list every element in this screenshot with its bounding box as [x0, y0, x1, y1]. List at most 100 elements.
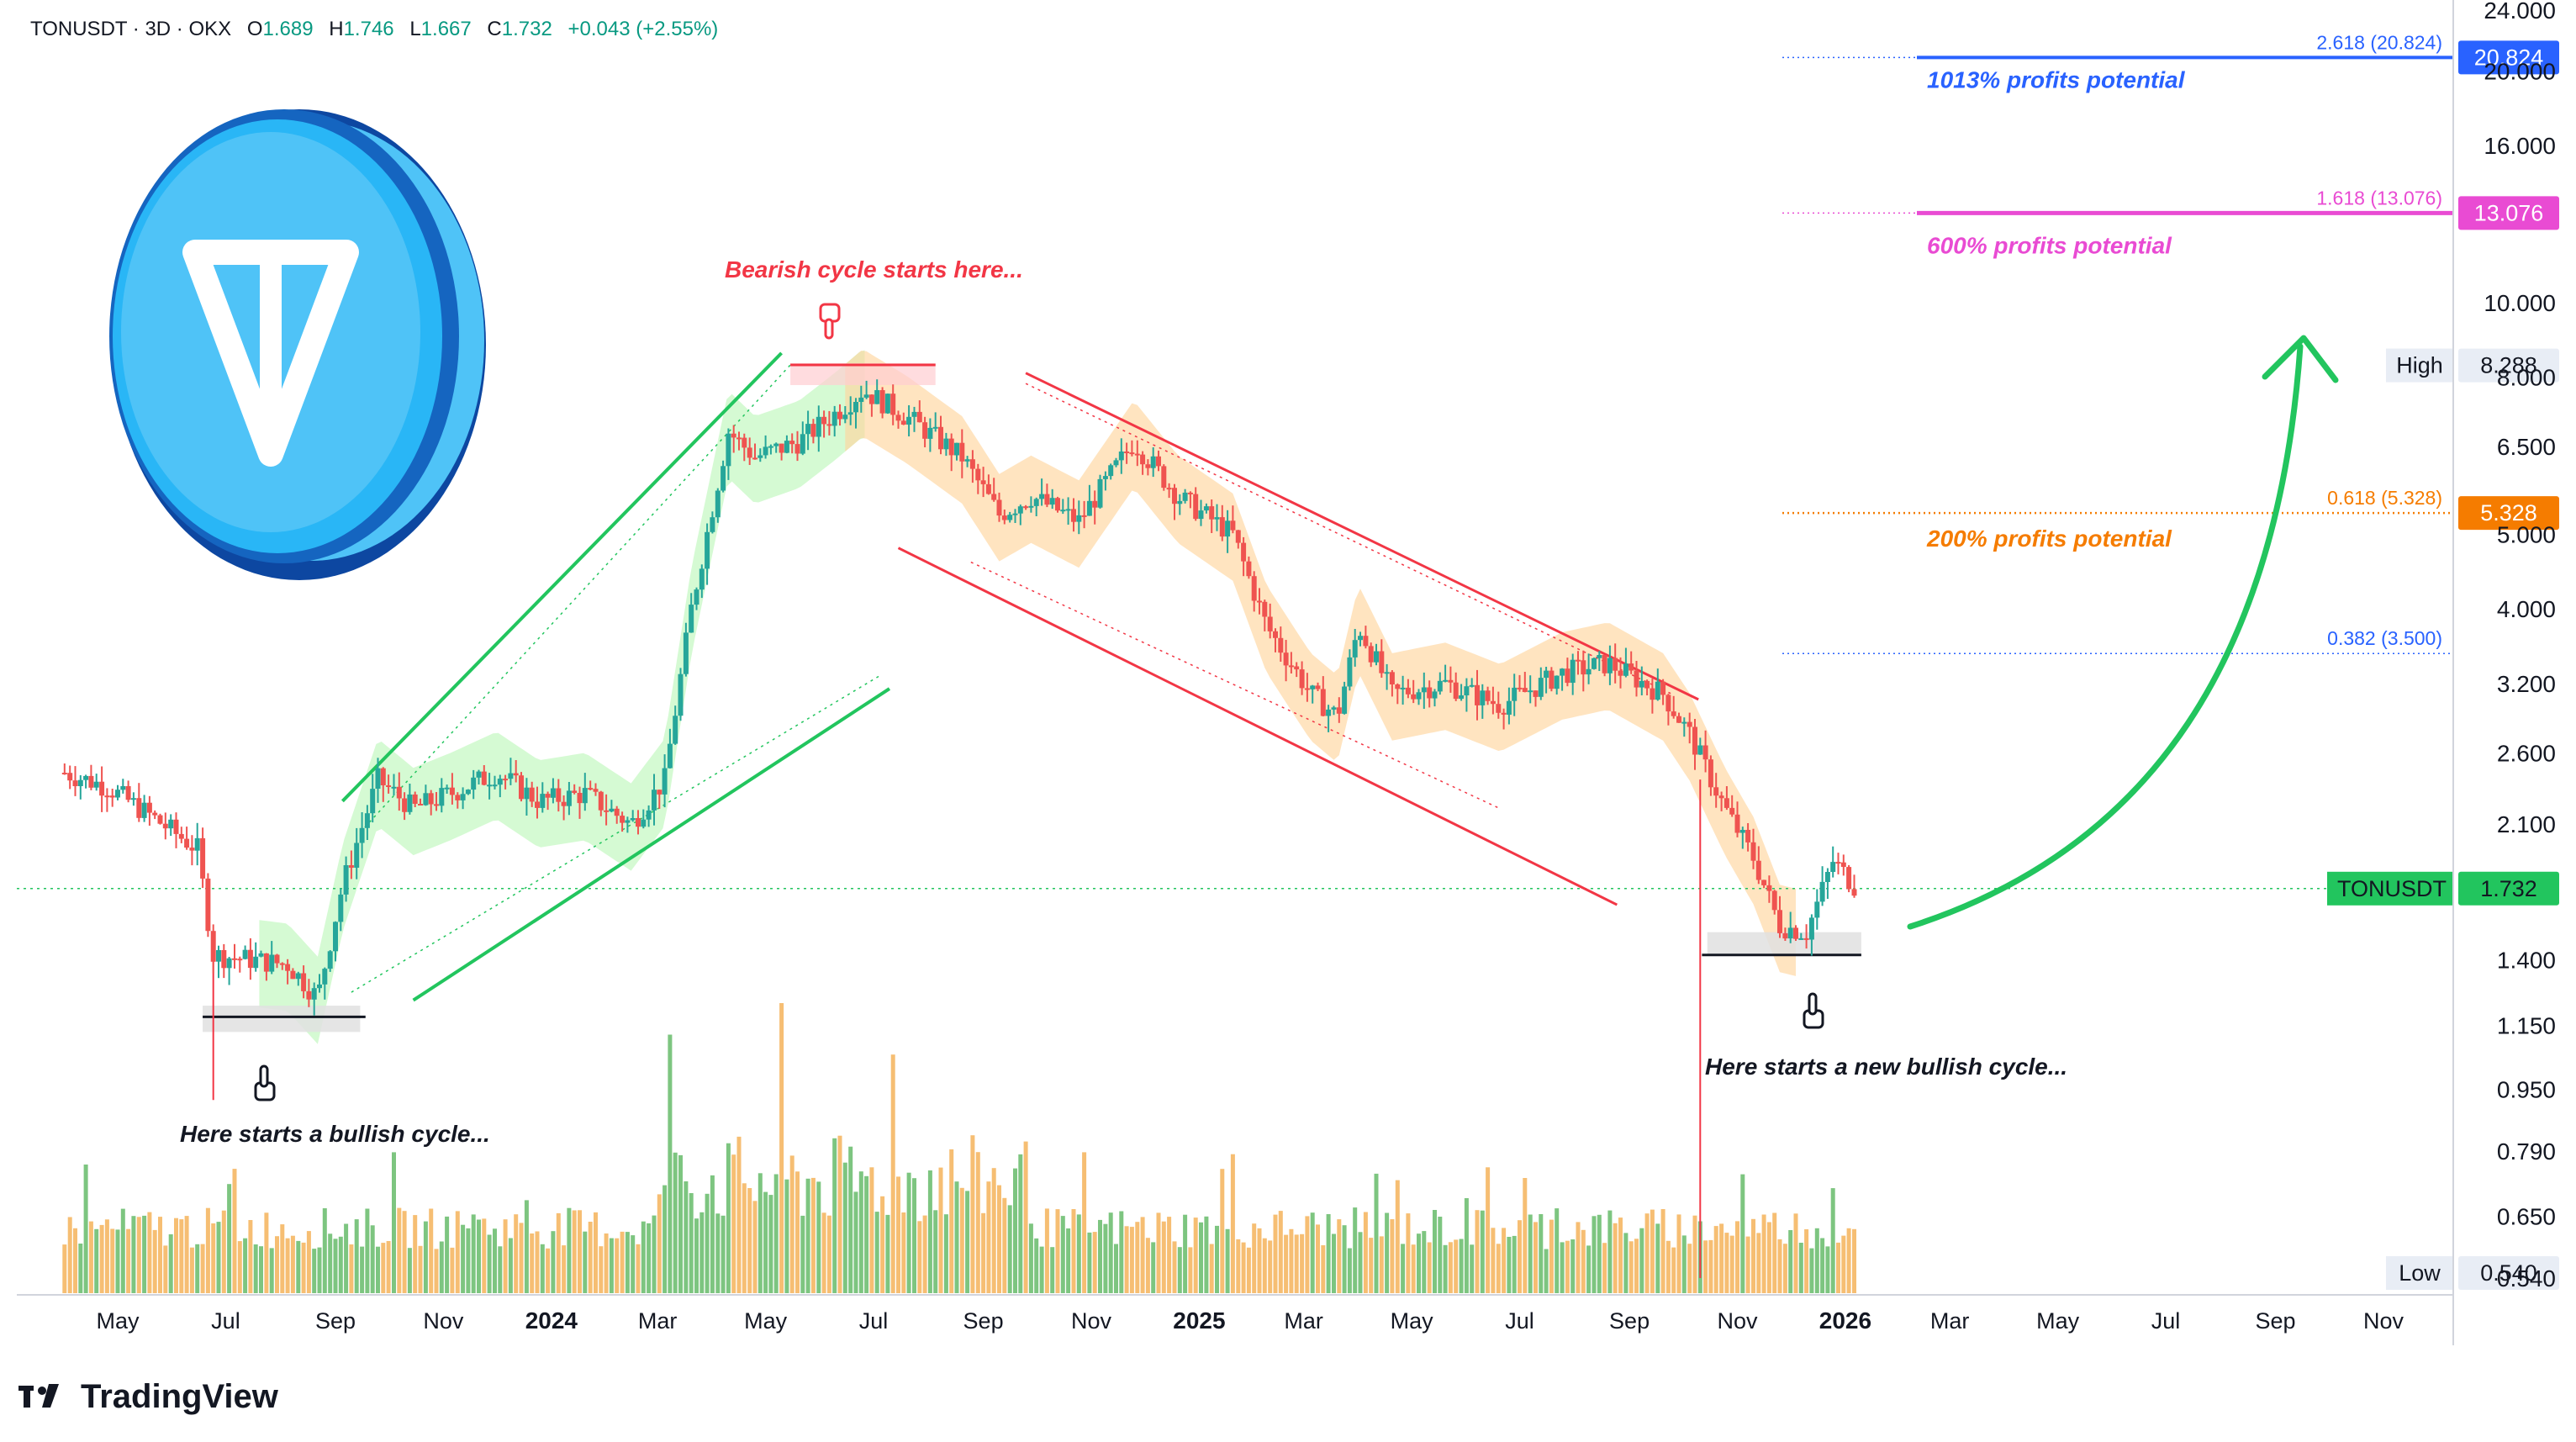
volume-bar	[551, 1231, 556, 1293]
candle	[1294, 662, 1300, 678]
candle	[83, 774, 89, 789]
volume-bar	[1417, 1233, 1421, 1293]
y-tick-label: 0.540	[2497, 1265, 2556, 1291]
volume-bar	[163, 1245, 168, 1293]
candle	[1819, 866, 1825, 906]
volume-bar	[1039, 1246, 1044, 1293]
candle	[773, 442, 779, 453]
tradingview-logo[interactable]: TradingView	[18, 1378, 279, 1415]
volume-bar	[94, 1228, 99, 1293]
candle	[1427, 680, 1433, 708]
volume-bar	[816, 1181, 821, 1293]
volume-bar	[1321, 1245, 1326, 1293]
volume-bar	[1724, 1233, 1729, 1293]
candle	[1528, 675, 1533, 704]
candle	[162, 812, 168, 840]
candle	[1150, 447, 1156, 478]
volume-bar	[524, 1200, 529, 1293]
volume-bar	[699, 1212, 705, 1293]
volume-bar	[1076, 1214, 1081, 1293]
symbol-label: TONUSDT · 3D · OKX	[30, 18, 231, 40]
candle	[964, 456, 970, 467]
candle	[1840, 854, 1846, 876]
candle	[237, 956, 243, 973]
candle	[1702, 730, 1708, 773]
bear-channel-upper[interactable]	[1025, 372, 1699, 701]
bull-channel-mid-upper[interactable]	[359, 364, 791, 833]
volume-bar	[290, 1235, 295, 1293]
volume-bar	[853, 1191, 858, 1293]
candle	[805, 410, 811, 451]
candle	[1113, 457, 1119, 467]
volume-bar	[1305, 1216, 1310, 1293]
volume-bar	[158, 1217, 162, 1293]
bull-channel-upper[interactable]	[340, 351, 783, 803]
volume-bar	[662, 1185, 668, 1293]
candle	[646, 805, 652, 827]
candle	[1166, 483, 1172, 499]
candle	[380, 767, 386, 802]
candle	[274, 953, 280, 969]
candle	[1219, 504, 1225, 541]
candle	[1134, 440, 1140, 467]
volume-bar	[365, 1208, 370, 1293]
candle	[784, 435, 789, 454]
volume-bar	[136, 1217, 141, 1293]
candle	[1496, 691, 1502, 719]
candle	[673, 705, 678, 745]
volume-bar	[493, 1228, 497, 1293]
y-tick-label: 3.200	[2497, 671, 2556, 697]
volume-bar	[1607, 1210, 1613, 1293]
candle	[736, 431, 742, 451]
candle	[900, 412, 906, 425]
volume-bar	[805, 1178, 810, 1293]
candle	[1739, 827, 1745, 849]
candle	[1405, 679, 1411, 699]
candle	[338, 888, 344, 932]
candle	[396, 772, 402, 811]
candle	[1097, 474, 1103, 509]
volume-bar	[768, 1195, 773, 1293]
candle	[242, 945, 248, 960]
candle	[311, 982, 317, 1016]
candle	[641, 809, 647, 829]
volume-bar	[1332, 1233, 1336, 1293]
volume-bar	[423, 1221, 428, 1293]
volume-bar	[1342, 1225, 1347, 1293]
candle	[115, 784, 120, 800]
volume-bar	[1448, 1242, 1453, 1293]
volume-bar	[1316, 1224, 1320, 1293]
volume-bar	[864, 1175, 869, 1293]
volume-bar	[1681, 1235, 1687, 1293]
candle	[1358, 631, 1363, 647]
bull-channel-lower[interactable]	[412, 687, 891, 1002]
y-tick-label: 5.000	[2497, 521, 2556, 547]
candle	[1581, 650, 1586, 692]
bear-channel-mid-lower[interactable]	[970, 561, 1501, 810]
volume-bar	[269, 1248, 274, 1293]
bullish-cycle-label: Here starts a bullish cycle...	[180, 1121, 490, 1147]
volume-bar	[1385, 1212, 1390, 1293]
fib-level-label: 0.618 (5.328)	[2327, 487, 2442, 509]
bull-channel-mid-lower[interactable]	[351, 674, 881, 993]
volume-bar	[1602, 1243, 1607, 1293]
volume-bar	[205, 1207, 210, 1293]
brand-name: TradingView	[81, 1378, 279, 1415]
candle	[141, 795, 147, 822]
volume-bar	[253, 1244, 258, 1293]
candle	[460, 787, 466, 810]
volume-bar	[184, 1216, 189, 1293]
candle	[1102, 471, 1108, 491]
volume-bar	[429, 1208, 434, 1293]
bear-channel-lower[interactable]	[897, 547, 1618, 906]
bear-channel-mid-upper[interactable]	[1025, 383, 1672, 695]
volume-bar	[668, 1034, 673, 1293]
volume-bar	[954, 1181, 959, 1293]
volume-bar	[625, 1232, 630, 1293]
volume-bar	[1294, 1234, 1299, 1293]
candle	[1437, 672, 1443, 695]
candle	[593, 783, 599, 796]
volume-bar	[1634, 1239, 1639, 1293]
volume-bar	[1443, 1244, 1448, 1293]
